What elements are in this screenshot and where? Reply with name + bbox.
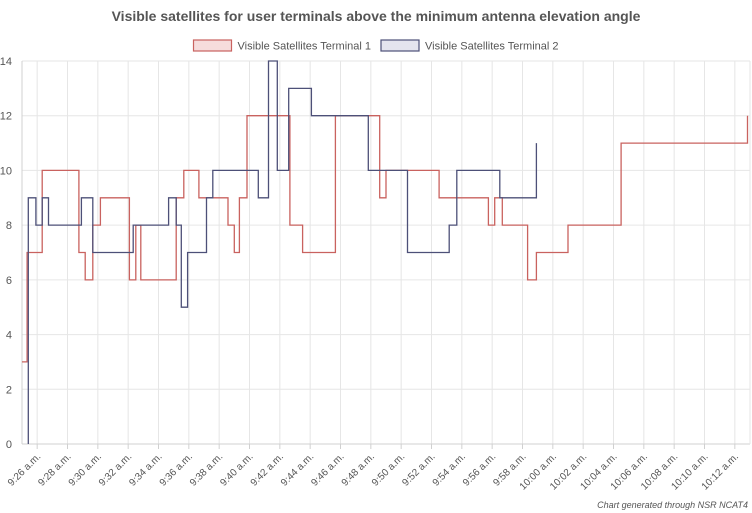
legend-swatch-terminal-2[interactable] — [380, 39, 420, 52]
y-tick-label: 14 — [0, 56, 12, 68]
series-line-terminal-1 — [22, 115, 749, 363]
legend-label-terminal-2[interactable]: Visible Satellites Terminal 2 — [425, 41, 559, 53]
legend-label-terminal-1[interactable]: Visible Satellites Terminal 1 — [238, 41, 372, 53]
y-tick-label: 6 — [6, 275, 12, 287]
chart-title: Visible satellites for user terminals ab… — [112, 8, 641, 24]
y-tick-label: 10 — [0, 165, 12, 177]
legend: Visible Satellites Terminal 1 Visible Sat… — [192, 39, 559, 53]
series-lines — [22, 60, 749, 444]
y-tick-label: 12 — [0, 111, 12, 123]
series-line-terminal-2 — [27, 60, 538, 444]
legend-swatch-terminal-1[interactable] — [192, 39, 233, 52]
y-axis-ticks: 0 2 4 6 8 10 12 14 — [0, 56, 12, 451]
x-axis-ticks: 9:26 a.m.9:28 a.m.9:30 a.m.9:32 a.m.9:34… — [6, 451, 741, 492]
y-tick-label: 0 — [6, 439, 12, 451]
grid — [21, 60, 751, 449]
y-tick-label: 2 — [6, 384, 12, 396]
chart-footnote: Chart generated through NSR NCAT4 — [597, 500, 748, 510]
y-tick-label: 4 — [6, 330, 12, 342]
y-tick-label: 8 — [6, 220, 12, 232]
